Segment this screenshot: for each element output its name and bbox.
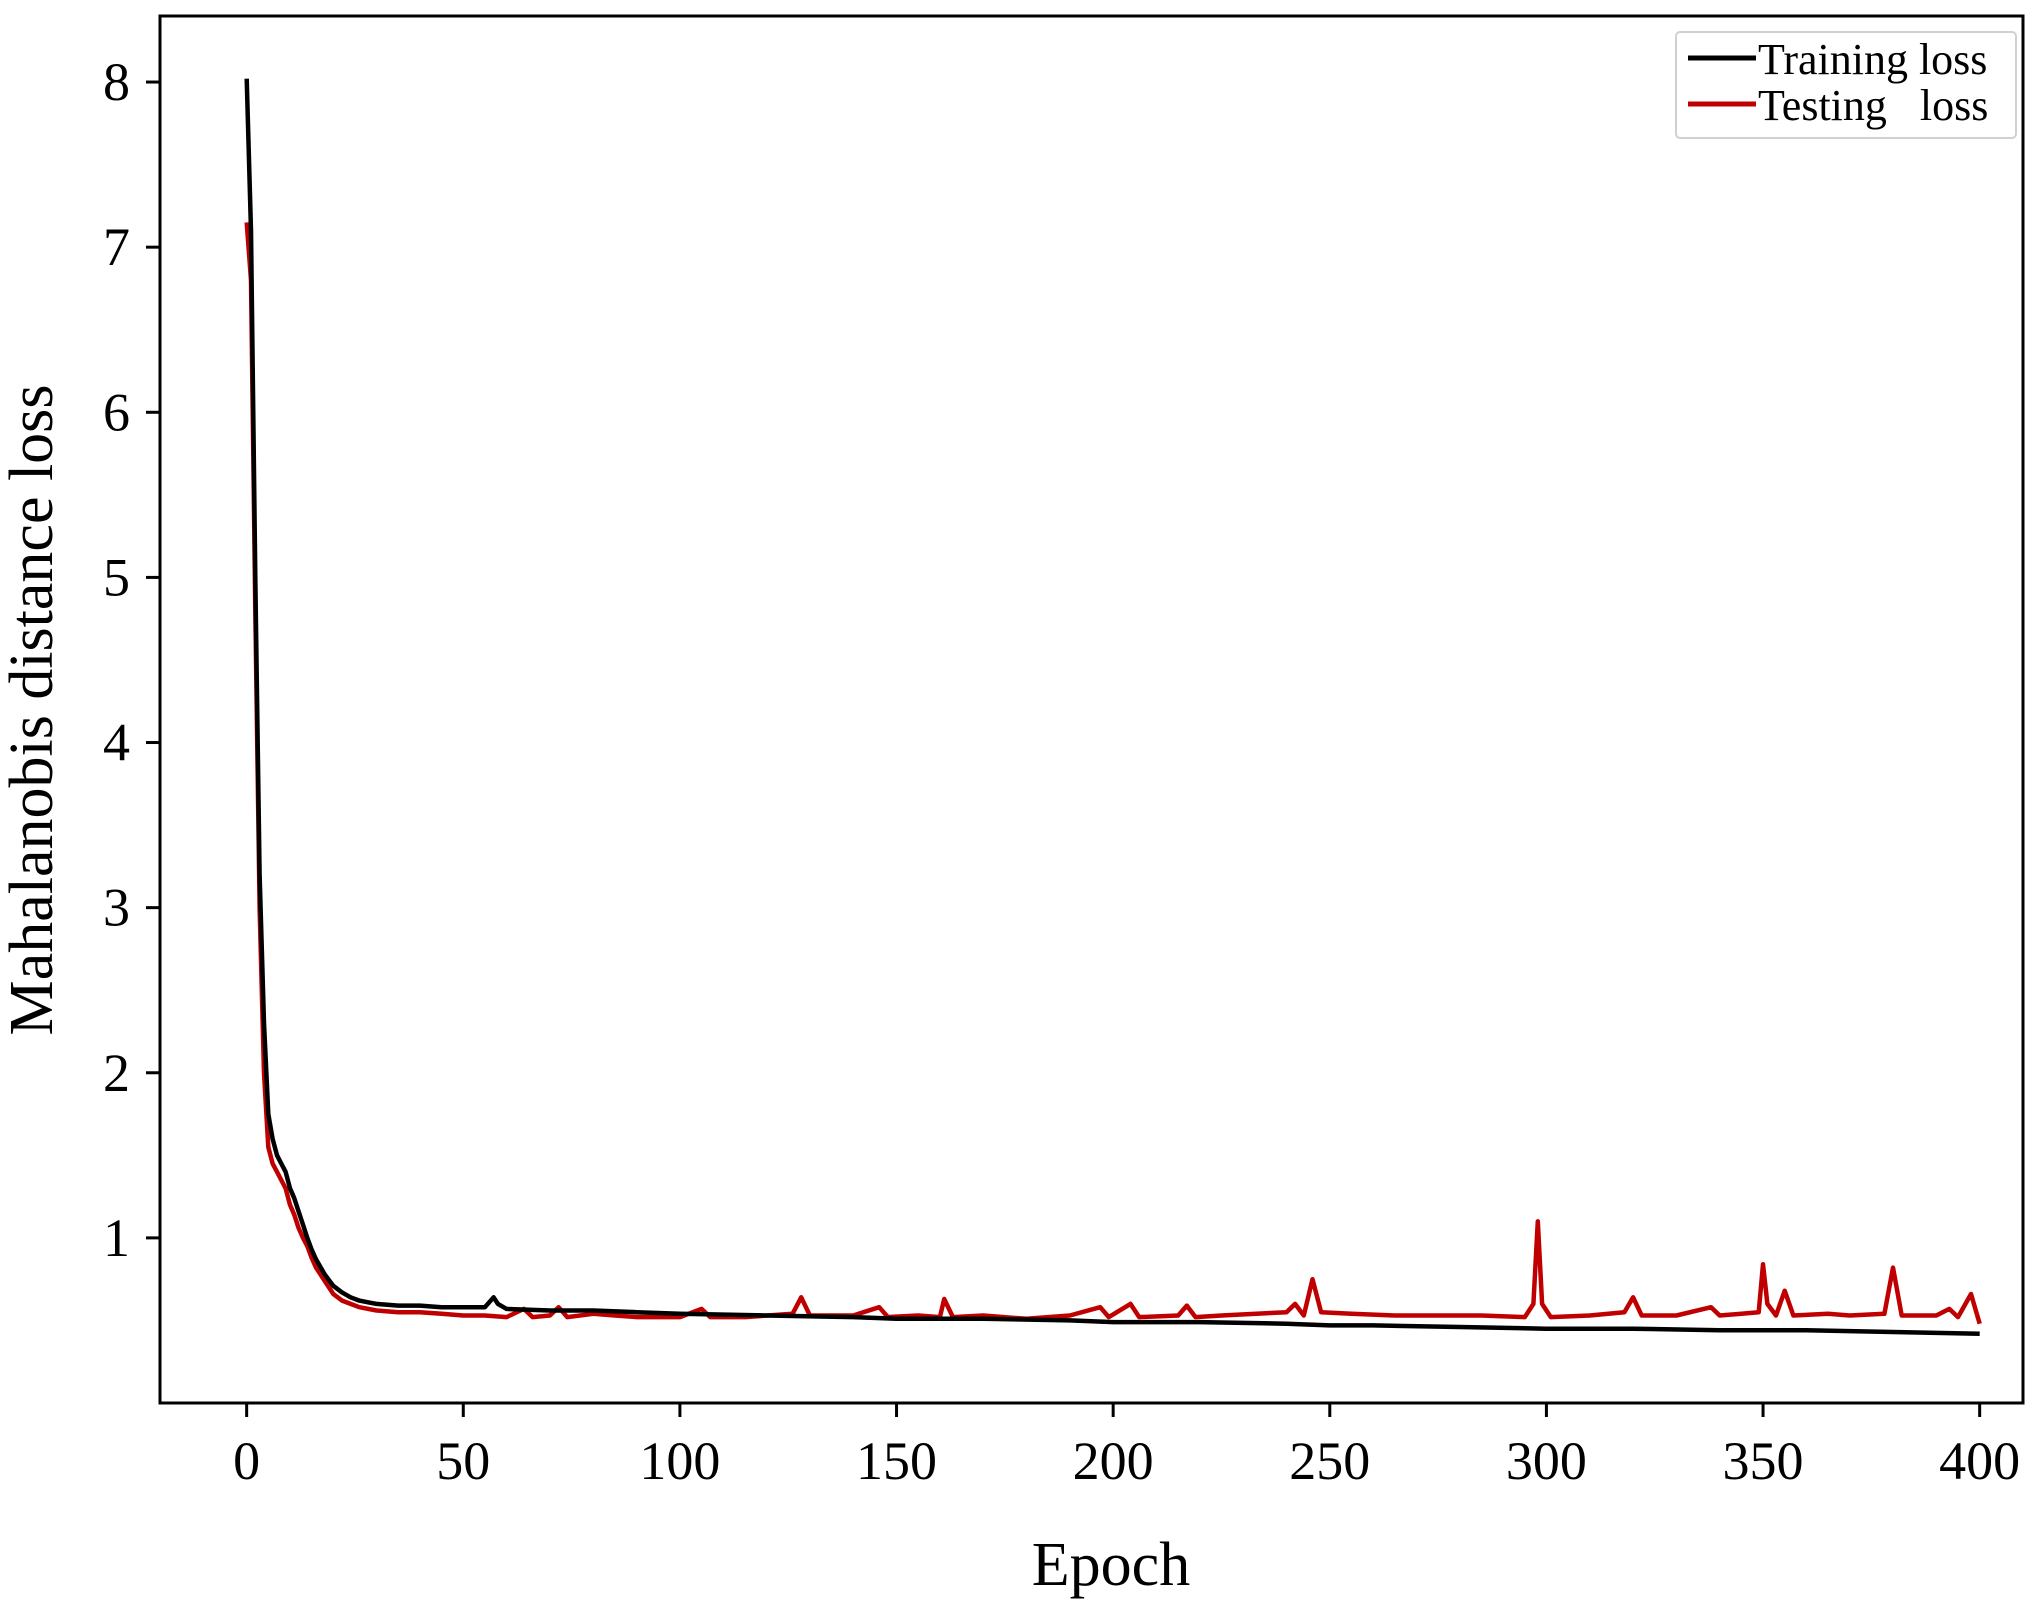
x-tick-label: 150 bbox=[856, 1431, 937, 1491]
x-tick-label: 400 bbox=[1939, 1431, 2020, 1491]
x-tick-label: 0 bbox=[233, 1431, 260, 1491]
y-axis-ticks: 1 2 3 4 5 6 7 8 bbox=[103, 52, 160, 1268]
y-tick-label: 2 bbox=[103, 1043, 130, 1103]
x-tick-label: 100 bbox=[639, 1431, 720, 1491]
legend-label-training-loss: Training loss bbox=[1758, 35, 1987, 84]
legend: Training loss Testing loss bbox=[1675, 31, 2017, 139]
y-tick-label: 4 bbox=[103, 713, 130, 773]
plot-area-frame bbox=[158, 14, 2025, 1405]
y-tick-label: 6 bbox=[103, 382, 130, 442]
legend-label-testing-loss: Testing loss bbox=[1758, 81, 1988, 130]
x-tick-label: 250 bbox=[1289, 1431, 1370, 1491]
y-tick-label: 3 bbox=[103, 878, 130, 938]
x-tick-label: 300 bbox=[1506, 1431, 1587, 1491]
x-tick-label: 350 bbox=[1723, 1431, 1804, 1491]
series-line-1 bbox=[244, 222, 1982, 1325]
y-tick-label: 7 bbox=[103, 217, 130, 277]
x-tick-label: 200 bbox=[1073, 1431, 1154, 1491]
series-line-0 bbox=[244, 78, 1980, 1336]
series-layer bbox=[244, 78, 1982, 1336]
y-tick-label: 1 bbox=[103, 1208, 130, 1268]
x-axis-label: Epoch bbox=[1032, 1531, 1190, 1599]
x-axis-ticks: 0 50 100 150 200 250 300 350 400 bbox=[233, 1403, 2020, 1491]
x-tick-label: 50 bbox=[436, 1431, 490, 1491]
y-tick-label: 5 bbox=[103, 547, 130, 607]
y-axis-label: Mahalanobis distance loss bbox=[0, 385, 66, 1036]
legend-box bbox=[1675, 31, 2017, 139]
y-tick-label: 8 bbox=[103, 52, 130, 112]
